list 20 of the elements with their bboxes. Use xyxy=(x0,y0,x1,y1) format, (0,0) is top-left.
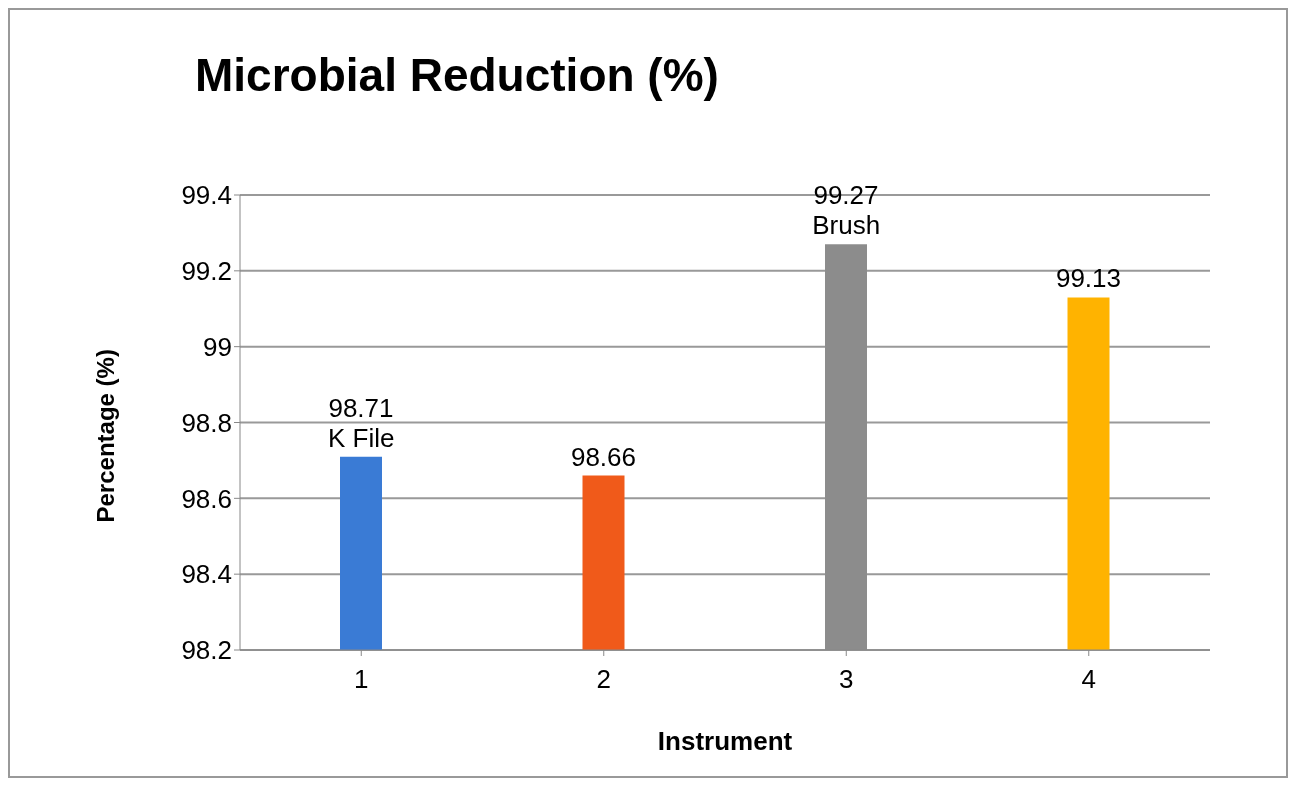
y-tick-label: 98.8 xyxy=(181,407,232,438)
y-tick-label: 99.4 xyxy=(181,180,232,211)
data-label: 99.27 xyxy=(813,180,879,211)
x-tick-label: 4 xyxy=(1081,664,1096,695)
data-label: 98.71 xyxy=(328,392,394,423)
chart-title: Microbial Reduction (%) xyxy=(195,48,719,102)
annotation: Brush xyxy=(812,210,881,241)
x-tick-label: 1 xyxy=(354,664,369,695)
y-tick-label: 99.2 xyxy=(181,256,232,287)
x-axis-title: Instrument xyxy=(657,726,793,756)
y-tick-label: 98.4 xyxy=(181,559,232,590)
y-tick-label: 99 xyxy=(203,331,232,362)
x-tick-label: 2 xyxy=(596,664,611,695)
y-axis-title: Percentage (%) xyxy=(91,349,119,523)
data-label: 99.13 xyxy=(1055,263,1122,294)
y-tick-label: 98.6 xyxy=(181,483,232,514)
y-tick-label: 98.2 xyxy=(181,635,232,666)
data-label: 98.66 xyxy=(570,441,637,472)
x-tick-label: 3 xyxy=(839,664,854,695)
annotation: K File xyxy=(328,422,395,453)
